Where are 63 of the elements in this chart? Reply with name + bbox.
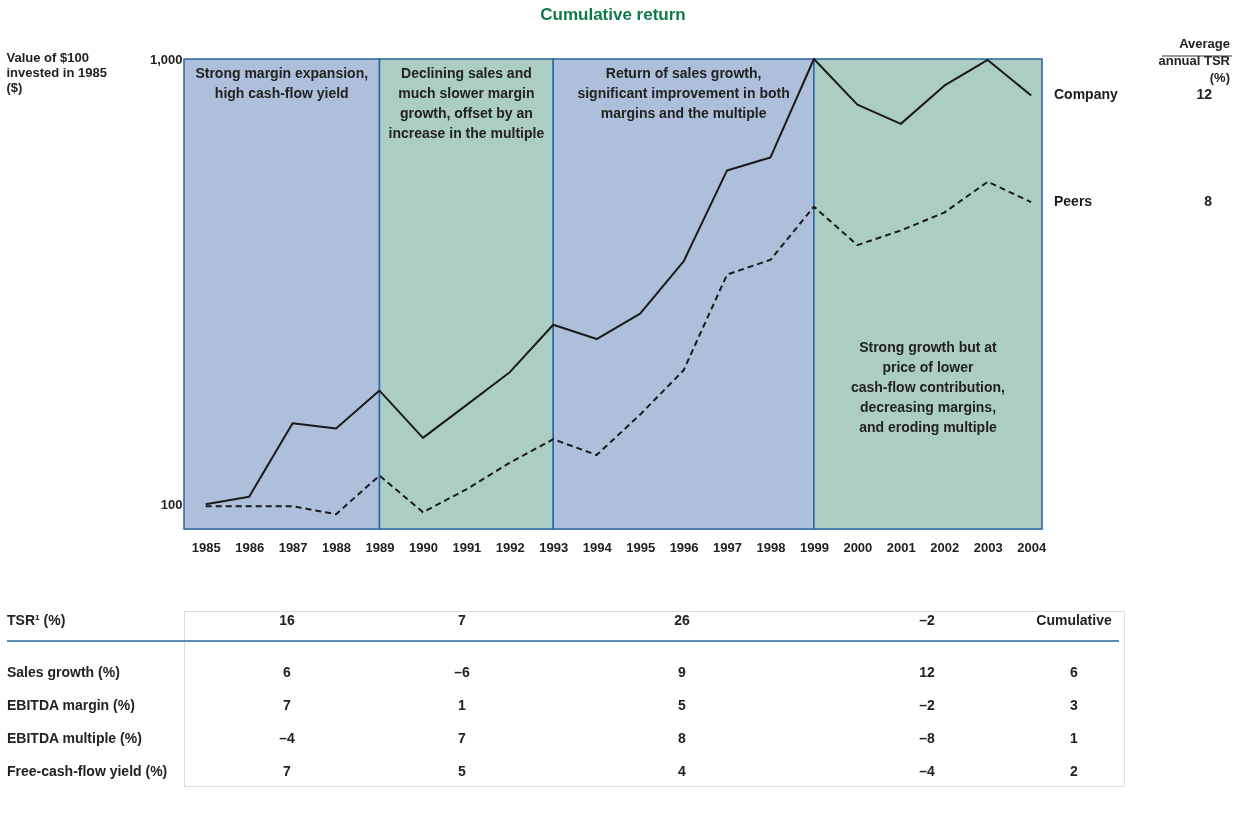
x-tick-label: 1992	[495, 539, 525, 555]
x-tick-label: 1990	[408, 539, 438, 555]
text: 7	[458, 730, 467, 746]
text: Cumulative	[1036, 612, 1112, 628]
x-tick-label: 2002	[930, 539, 960, 555]
text: 3	[1070, 697, 1079, 713]
band-label: Return of sales growth, significant improvement in both margins and the multiple	[577, 65, 790, 121]
band-label: Strong margin expansion, high cash-flow yield	[195, 65, 369, 101]
text: 7	[283, 763, 292, 779]
text: Average annual TSR (%)	[1158, 36, 1231, 85]
x-tick-label: 1999	[799, 539, 829, 555]
text: –2	[919, 697, 935, 713]
text: 12	[1196, 86, 1213, 103]
x-tick-label: 1994	[582, 539, 613, 555]
x-tick-label: 2001	[886, 539, 916, 555]
x-tick-label: 1993	[539, 539, 569, 555]
text: 6	[283, 664, 292, 680]
x-tick-label: 1998	[756, 539, 786, 555]
text: 1	[458, 697, 467, 713]
text: 8	[678, 730, 687, 746]
x-tick-label: 1987	[278, 539, 308, 555]
text: 5	[678, 697, 687, 713]
chart-title: Cumulative return	[540, 5, 686, 24]
text: Free-cash-flow yield (%)	[7, 763, 168, 779]
x-tick-label: 2000	[843, 539, 873, 555]
x-tick-label: 1988	[322, 539, 352, 555]
text: 9	[678, 664, 687, 680]
text: 12	[919, 664, 935, 680]
series-label: Company	[1054, 86, 1118, 103]
text: 5	[458, 763, 467, 779]
x-tick-label: 1989	[365, 539, 395, 555]
x-tick-label: 1985	[191, 539, 221, 555]
y-tick-label: 100	[160, 496, 183, 512]
text: 2	[1070, 763, 1079, 779]
text: EBITDA margin (%)	[7, 697, 135, 713]
text: 8	[1204, 193, 1213, 210]
x-tick-label: 2003	[973, 539, 1003, 555]
text: TSR¹ (%)	[7, 612, 66, 628]
text: –8	[919, 730, 935, 746]
text: 7	[283, 697, 292, 713]
series-label: Peers	[1054, 193, 1093, 210]
text: –4	[919, 763, 935, 779]
x-tick-label: 1995	[626, 539, 656, 555]
text: 6	[1070, 664, 1079, 680]
x-tick-label: 2004	[1017, 539, 1047, 555]
band-label: Declining sales and much slower margin growth, offset by an increase in the multiple	[388, 65, 545, 141]
text: EBITDA multiple (%)	[7, 730, 142, 746]
text: 1	[1070, 730, 1079, 746]
y-tick-label: 1,000	[149, 51, 183, 67]
text: 16	[279, 612, 295, 628]
text: –4	[279, 730, 295, 746]
text: Sales growth (%)	[7, 664, 120, 680]
text: 4	[678, 763, 687, 779]
y-axis-title: Value of $100 invested in 1985 ($)	[6, 49, 107, 95]
x-tick-label: 1996	[669, 539, 699, 555]
text: 26	[674, 612, 690, 628]
band-label: Strong growth but at price of lower cash-flow contribution, decreasing margins, and eroding multiple	[850, 339, 1005, 435]
x-tick-label: 1986	[235, 539, 265, 555]
x-tick-label: 1997	[713, 539, 742, 555]
text: 7	[458, 612, 467, 628]
text: –2	[919, 612, 935, 628]
text: –6	[454, 664, 470, 680]
x-tick-label: 1991	[452, 539, 482, 555]
